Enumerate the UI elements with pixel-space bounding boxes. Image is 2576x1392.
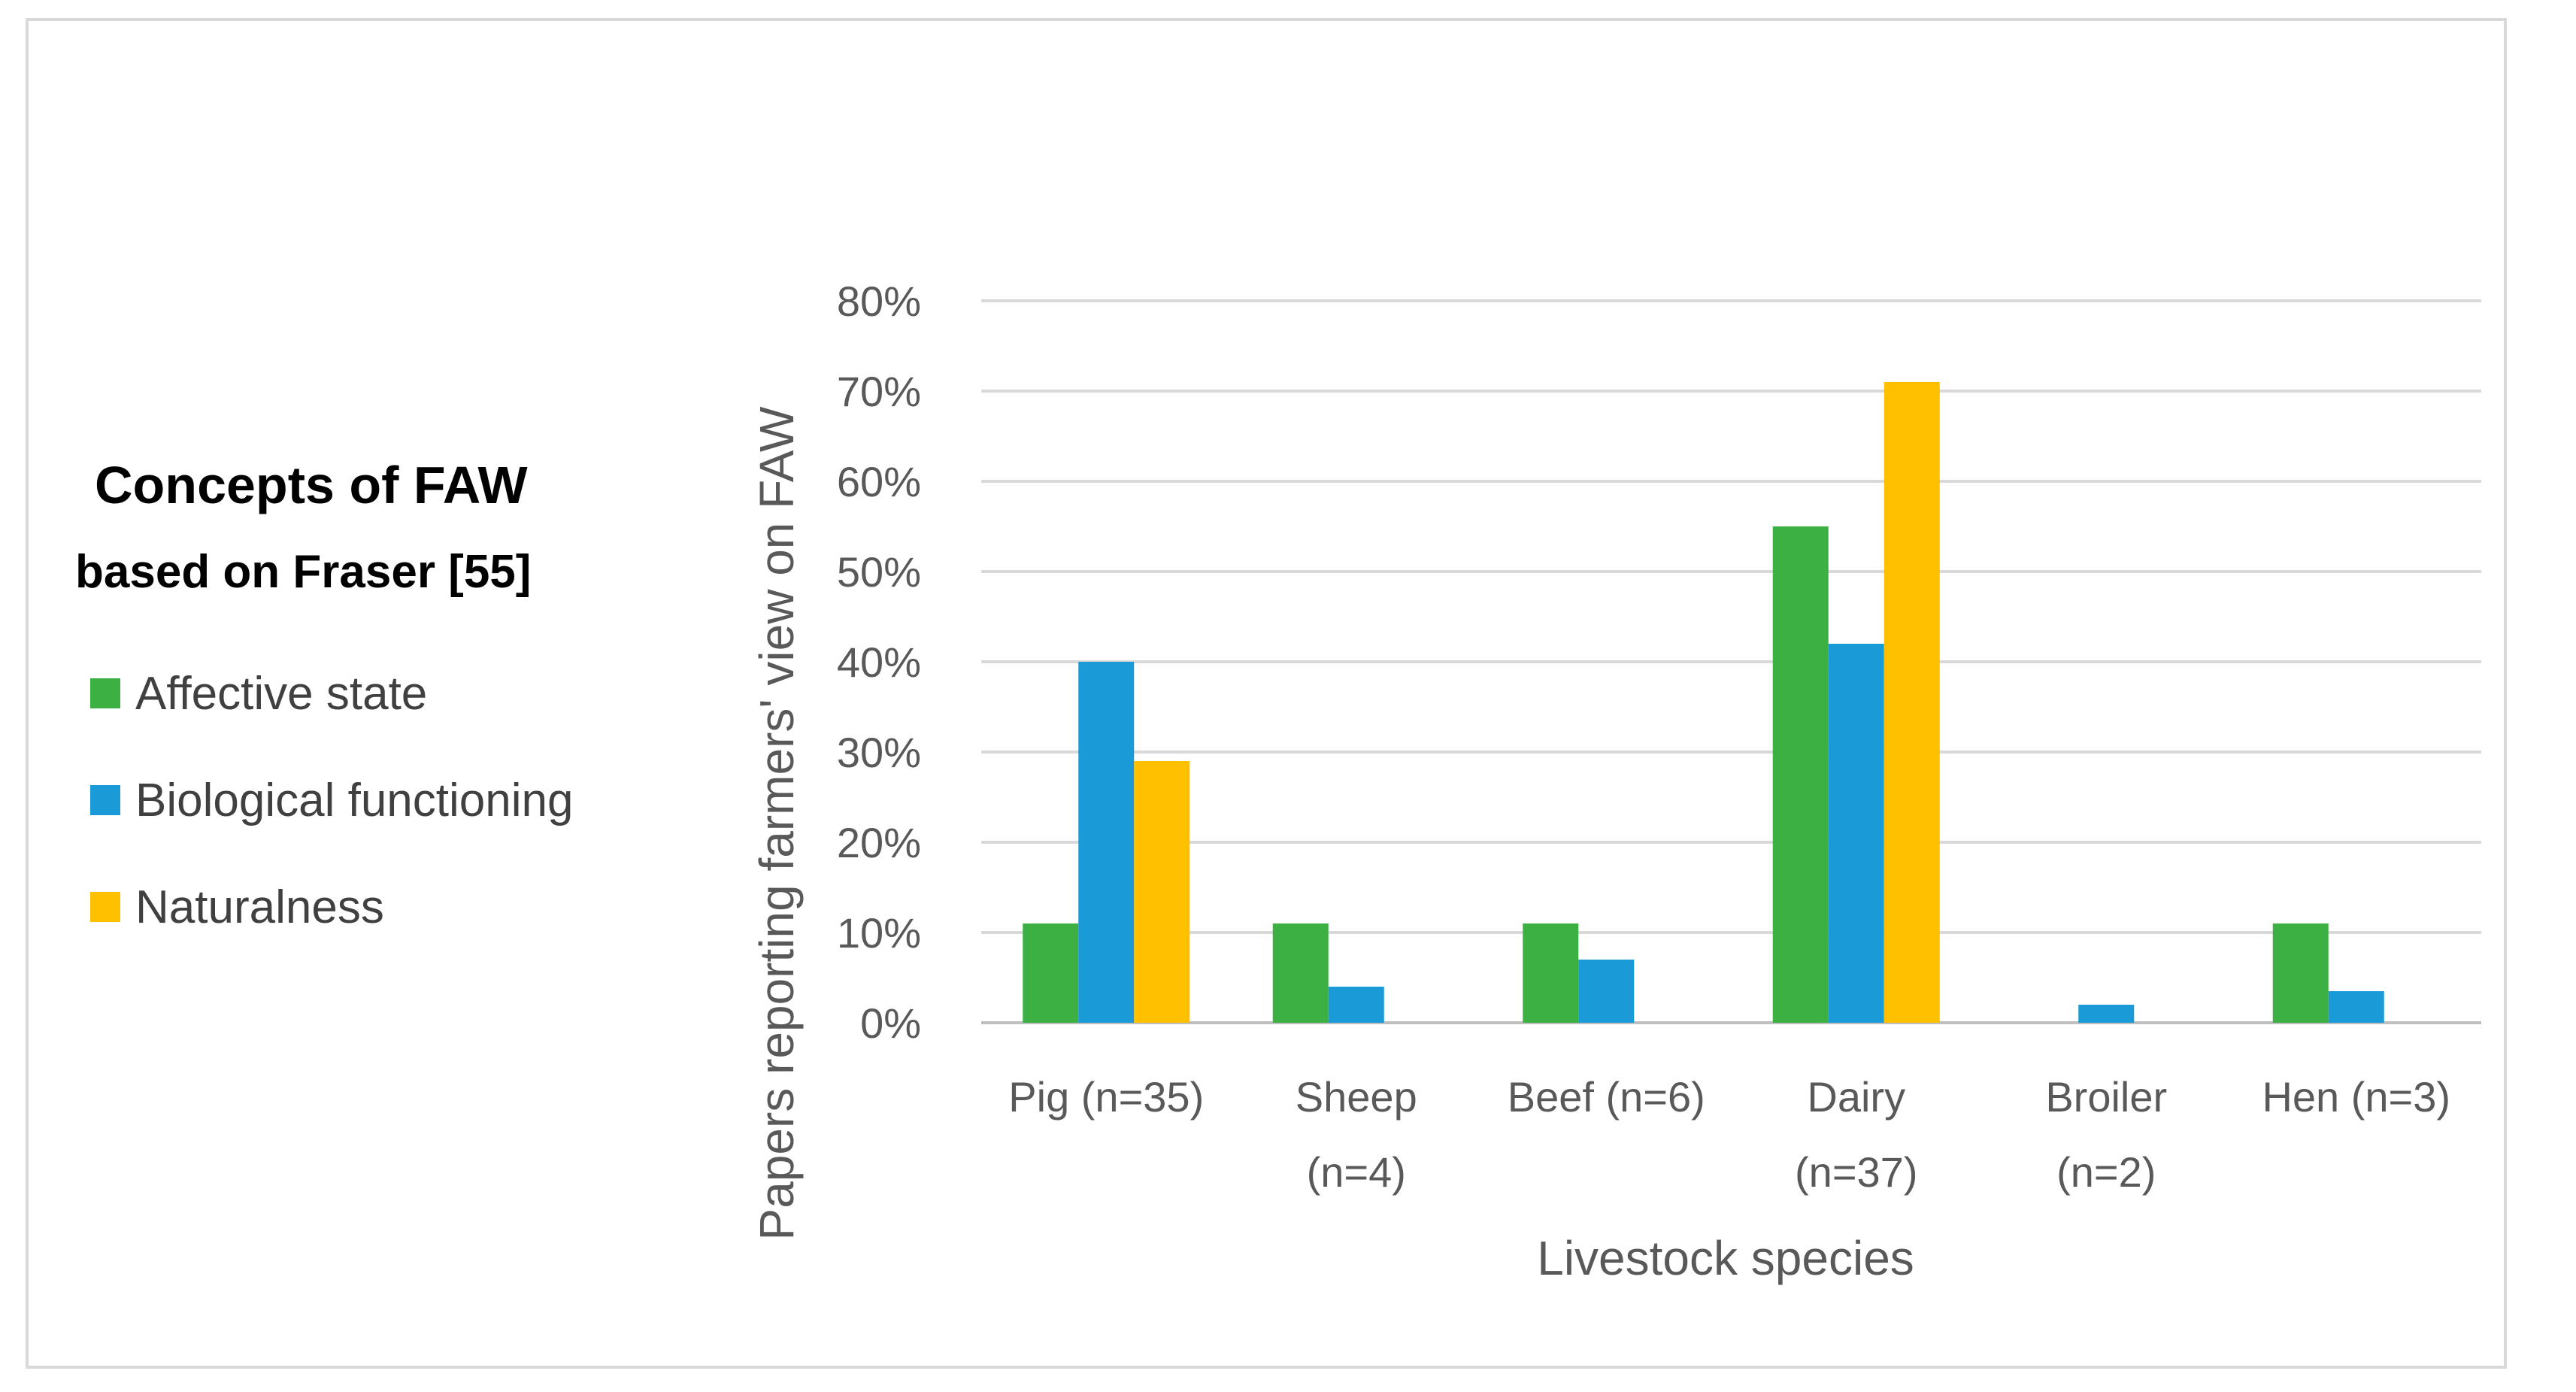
bar-naturalness <box>1134 761 1190 1023</box>
y-tick-label: 60% <box>837 458 921 505</box>
bar-naturalness <box>1884 382 1940 1023</box>
x-tick-label: Broiler <box>2045 1073 2167 1121</box>
y-tick-label: 0% <box>860 999 921 1047</box>
legend-label-naturalness: Naturalness <box>135 881 384 933</box>
bar-affective-state <box>1523 923 1579 1023</box>
legend-label-biological-functioning: Biological functioning <box>135 774 574 826</box>
bar-biological-functioning <box>2328 991 2384 1023</box>
legend-item-naturalness: Naturalness <box>90 881 384 933</box>
y-tick-label: 40% <box>837 638 921 686</box>
bar-biological-functioning <box>1328 987 1384 1023</box>
y-tick-label: 30% <box>837 729 921 776</box>
bar-biological-functioning <box>1828 644 1884 1023</box>
legend-swatch-affective-state <box>90 678 120 708</box>
legend-swatch-biological-functioning <box>90 785 120 815</box>
y-axis-title: Papers reporting farmers' view on FAW <box>750 406 804 1241</box>
bar-affective-state <box>1023 923 1079 1023</box>
bar-biological-functioning <box>2078 1005 2135 1023</box>
chart-frame <box>26 18 2507 1369</box>
legend-subtitle: based on Fraser [55] <box>75 546 532 598</box>
y-tick-label: 80% <box>837 277 921 325</box>
bar-biological-functioning <box>1078 662 1135 1023</box>
y-tick-label: 10% <box>837 909 921 957</box>
x-tick-label: Pig (n=35) <box>1008 1073 1204 1121</box>
x-tick-label: Dairy <box>1807 1073 1905 1121</box>
x-tick-label: (n=4) <box>1307 1148 1406 1196</box>
y-tick-label: 20% <box>837 819 921 866</box>
bar-biological-functioning <box>1578 960 1635 1023</box>
legend-swatch-naturalness <box>90 892 120 922</box>
legend-item-biological-functioning: Biological functioning <box>90 774 574 826</box>
x-tick-label: Beef (n=6) <box>1508 1073 1705 1121</box>
x-axis-title: Livestock species <box>1537 1231 1914 1285</box>
x-tick-label: (n=37) <box>1795 1148 1917 1196</box>
legend-label-affective-state: Affective state <box>135 667 428 720</box>
bar-affective-state <box>2272 923 2329 1023</box>
bar-affective-state <box>1772 526 1829 1023</box>
x-tick-label: (n=2) <box>2056 1148 2156 1196</box>
legend-title: Concepts of FAW <box>95 456 528 514</box>
y-tick-label: 50% <box>837 548 921 596</box>
legend-item-affective-state: Affective state <box>90 667 427 720</box>
x-tick-label: Hen (n=3) <box>2262 1073 2450 1121</box>
y-tick-label: 70% <box>837 368 921 415</box>
bar-affective-state <box>1272 923 1329 1023</box>
x-tick-label: Sheep <box>1296 1073 1417 1121</box>
